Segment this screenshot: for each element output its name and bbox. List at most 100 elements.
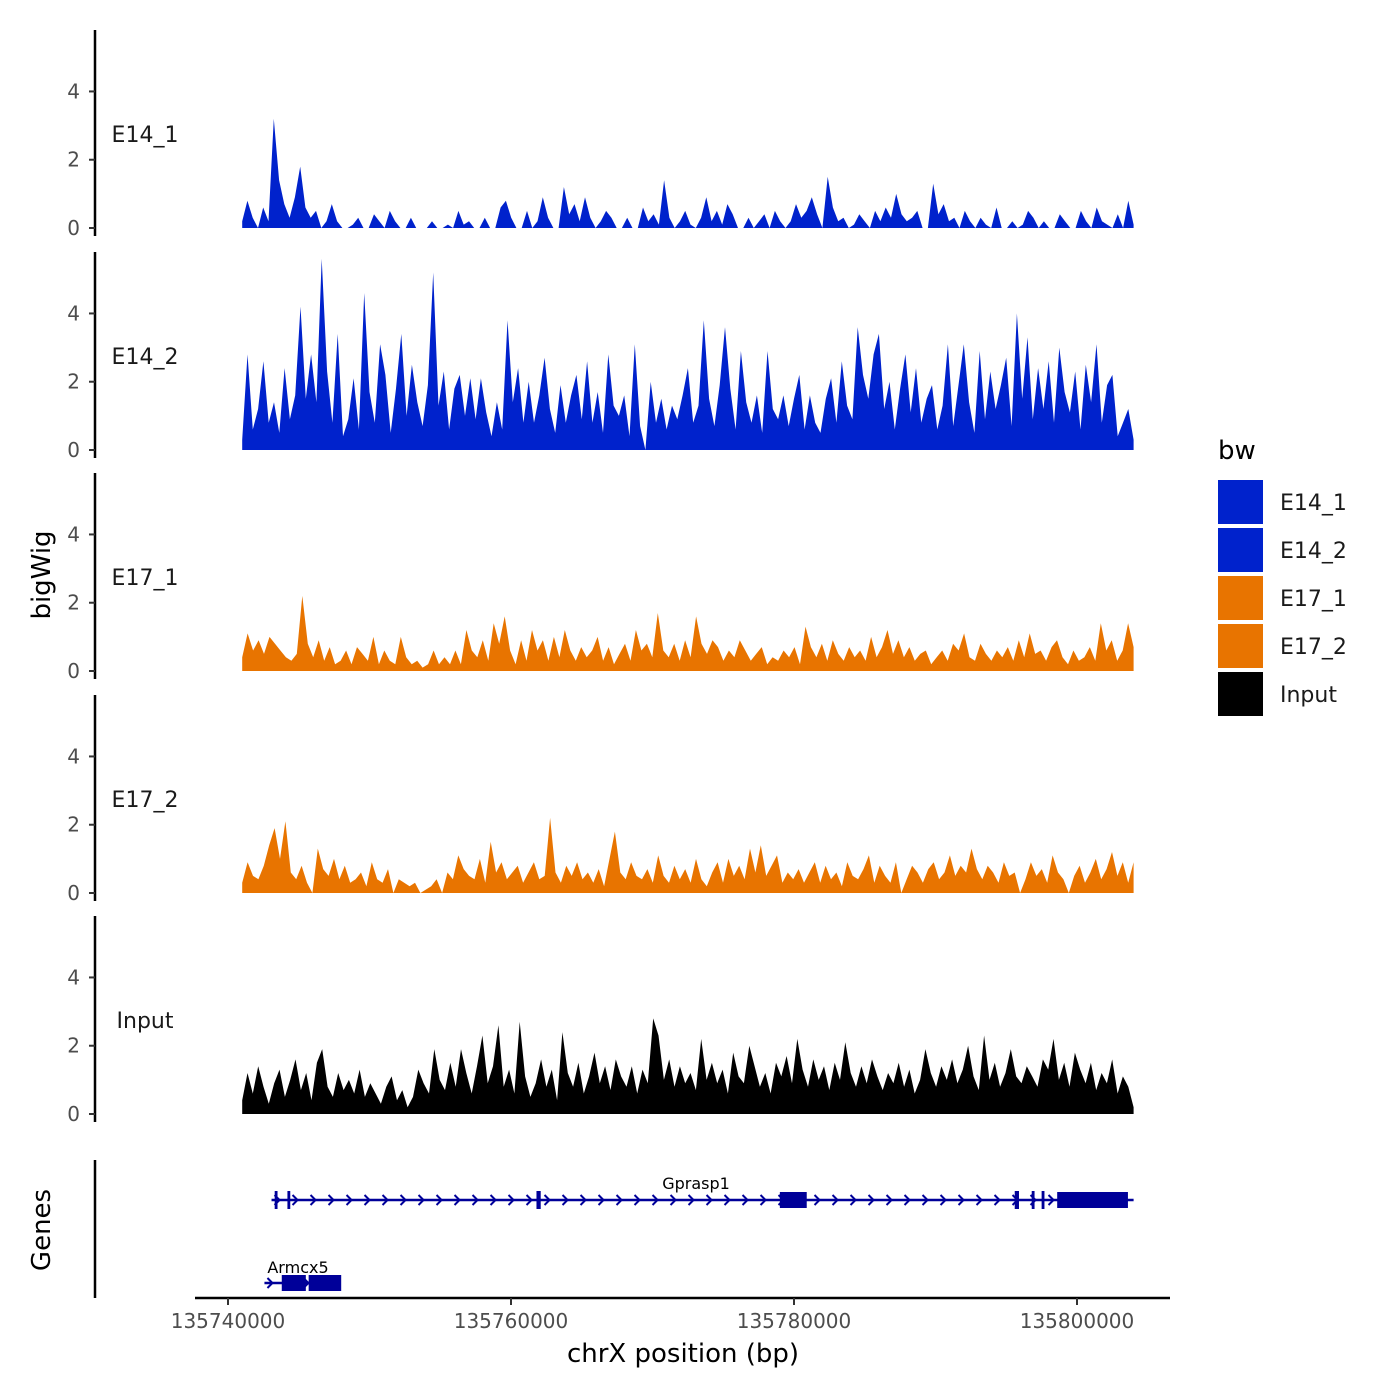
gene-exon <box>536 1191 541 1209</box>
strand-arrow <box>579 1194 587 1206</box>
gene-exon <box>1014 1191 1019 1209</box>
gene-exon <box>308 1275 342 1291</box>
y-tick-label: 0 <box>67 659 80 683</box>
y-tick-label: 2 <box>67 1034 80 1058</box>
strand-arrow <box>543 1194 551 1206</box>
gene-exon <box>779 1192 807 1208</box>
legend: bw E14_1 E14_2 E17_1 E17_2 Input <box>1218 436 1347 716</box>
signal-area-E14_1 <box>242 118 1134 228</box>
track-E14_2: 0 2 4 E14_2 <box>67 252 1134 462</box>
signal-area-Input <box>242 1018 1134 1114</box>
strand-arrow <box>705 1194 713 1206</box>
strand-arrow <box>993 1194 1001 1206</box>
strand-arrow <box>813 1194 821 1206</box>
strand-arrow <box>291 1194 299 1206</box>
legend-label: E14_2 <box>1280 539 1347 564</box>
strand-arrow <box>1047 1194 1055 1206</box>
track-E14_1: 0 2 4 E14_1 <box>67 30 1134 240</box>
x-tick-label: 135740000 <box>171 1309 286 1333</box>
gene-exon <box>1041 1191 1045 1209</box>
strand-arrow <box>849 1194 857 1206</box>
track-label: Input <box>117 1009 174 1034</box>
gene-exon <box>1031 1191 1035 1209</box>
strand-arrow <box>561 1194 569 1206</box>
track-E17_1: 0 2 4 E17_1 <box>67 473 1134 683</box>
strand-arrow <box>417 1194 425 1206</box>
y-tick-label: 4 <box>67 79 80 103</box>
track-label: E14_1 <box>112 123 179 148</box>
legend-title: bw <box>1218 436 1256 466</box>
strand-arrow <box>759 1194 767 1206</box>
strand-arrow <box>975 1194 983 1206</box>
strand-arrow <box>435 1194 443 1206</box>
strand-arrow <box>741 1194 749 1206</box>
legend-label: E14_1 <box>1280 491 1347 516</box>
y-tick-label: 2 <box>67 370 80 394</box>
track-label: E14_2 <box>112 345 179 370</box>
genes-track: Gprasp1 Armcx5 <box>93 1160 1134 1298</box>
x-tick-label: 135800000 <box>1020 1309 1135 1333</box>
strand-arrow <box>399 1194 407 1206</box>
strand-arrow <box>309 1194 317 1206</box>
gene-label: Gprasp1 <box>662 1174 730 1193</box>
x-axis: 135740000 135760000 135780000 135800000 <box>171 1296 1170 1333</box>
y-tick-label: 0 <box>67 216 80 240</box>
strand-arrow <box>327 1194 335 1206</box>
gene-exon <box>274 1191 278 1209</box>
gene-exon <box>287 1191 291 1209</box>
y-tick-label: 4 <box>67 965 80 989</box>
strand-arrow <box>266 1277 274 1289</box>
y-tick-label: 0 <box>67 1102 80 1126</box>
strand-arrow <box>363 1194 371 1206</box>
y-tick-label: 2 <box>67 591 80 615</box>
strand-arrow <box>345 1194 353 1206</box>
strand-arrow <box>903 1194 911 1206</box>
signal-area-E14_2 <box>242 258 1134 450</box>
y-axis-title: bigWig <box>27 530 57 619</box>
track-label: E17_1 <box>112 566 179 591</box>
signal-area-E17_1 <box>242 595 1134 671</box>
strand-arrow <box>489 1194 497 1206</box>
y-tick-label: 4 <box>67 744 80 768</box>
legend-label: E17_2 <box>1280 635 1347 660</box>
gene-exon <box>1057 1192 1128 1208</box>
gene-exon <box>281 1275 306 1291</box>
strand-arrow <box>867 1194 875 1206</box>
strand-arrow <box>831 1194 839 1206</box>
legend-swatch <box>1218 672 1263 716</box>
strand-arrow <box>615 1194 623 1206</box>
track-E17_2: 0 2 4 E17_2 <box>67 695 1134 905</box>
signal-area-E17_2 <box>242 817 1134 893</box>
x-axis-title: chrX position (bp) <box>567 1339 799 1369</box>
strand-arrow <box>723 1194 731 1206</box>
gene-Gprasp1: Gprasp1 <box>271 1174 1134 1209</box>
track-label: E17_2 <box>112 788 179 813</box>
legend-swatch <box>1218 480 1263 524</box>
strand-arrow <box>507 1194 515 1206</box>
strand-arrow <box>525 1194 533 1206</box>
gene-label: Armcx5 <box>267 1258 328 1277</box>
track-Input: 0 2 4 Input <box>67 916 1134 1126</box>
strand-arrow <box>633 1194 641 1206</box>
x-tick-label: 135760000 <box>454 1309 569 1333</box>
y-tick-label: 4 <box>67 301 80 325</box>
signal-tracks: 0 2 4 E14_1 0 2 4 E14_2 0 2 4 E17_1 0 2 4 E17_2 0 2 4 Input <box>67 30 1134 1126</box>
x-tick-label: 135780000 <box>737 1309 852 1333</box>
strand-arrow <box>381 1194 389 1206</box>
legend-swatch <box>1218 624 1263 668</box>
strand-arrow <box>453 1194 461 1206</box>
y-tick-label: 0 <box>67 881 80 905</box>
strand-arrow <box>885 1194 893 1206</box>
legend-swatch <box>1218 528 1263 572</box>
strand-arrow <box>669 1194 677 1206</box>
legend-label: E17_1 <box>1280 587 1347 612</box>
y-tick-label: 0 <box>67 438 80 462</box>
strand-arrow <box>471 1194 479 1206</box>
gene-Armcx5: Armcx5 <box>264 1258 342 1291</box>
strand-arrow <box>651 1194 659 1206</box>
strand-arrow <box>597 1194 605 1206</box>
strand-arrow <box>957 1194 965 1206</box>
y-tick-label: 2 <box>67 148 80 172</box>
legend-label: Input <box>1280 683 1337 708</box>
